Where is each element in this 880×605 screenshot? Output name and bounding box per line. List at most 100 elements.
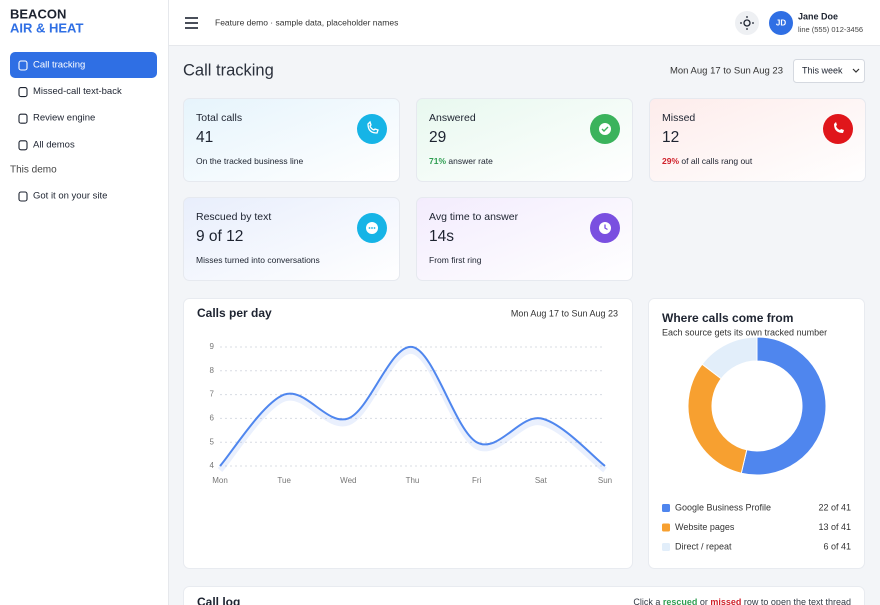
nav-item[interactable]: Got it on your site <box>18 191 107 202</box>
nav-label: Got it on your site <box>33 191 107 202</box>
icon-glyph <box>368 227 371 229</box>
x-tick-label: Fri <box>472 476 482 485</box>
donut-segment <box>740 336 827 476</box>
icon-glyph <box>371 227 373 229</box>
x-tick-label: Sun <box>598 476 612 485</box>
line-chart: 4 5 6 7 8 9 Mon Tue Wed Thu Fri Sat Sun <box>210 342 613 485</box>
stat-label: Answered <box>429 112 476 124</box>
avatar[interactable] <box>769 11 793 35</box>
line-shadow <box>217 348 607 473</box>
nav-label: All demos <box>33 139 75 150</box>
y-tick-label: 6 <box>210 414 215 423</box>
stat-value: 41 <box>196 129 213 146</box>
stat-note-text: of all calls rang out <box>681 156 753 166</box>
stats: Total calls 41 On the tracked business lin… <box>183 98 866 281</box>
avatar-initials: JD <box>776 19 786 28</box>
legend-value: 6 of 41 <box>823 541 851 551</box>
y-tick-label: 4 <box>210 461 215 470</box>
nav-label: Call tracking <box>33 60 85 71</box>
icon-glyph <box>834 122 844 133</box>
x-tick-label: Sat <box>535 476 548 485</box>
donut-chart: Google Business Profile 22 of 41 Website p… <box>662 336 851 551</box>
hint-part: row to open the text thread <box>741 597 851 605</box>
hint-part: missed <box>710 597 741 605</box>
x-tick-label: Tue <box>277 476 291 485</box>
legend-label: Direct / repeat <box>675 541 732 551</box>
nav-icon <box>18 60 28 71</box>
stat-note: 29% of all calls rang out <box>662 156 753 166</box>
line-subtitle: Mon Aug 17 to Sun Aug 23 <box>511 308 618 318</box>
nav-label: Review engine <box>33 113 95 124</box>
nav-icon <box>18 140 28 151</box>
stat-card: Missed 12 29% of all calls rang out <box>649 98 866 182</box>
stat-note-text: From first ring <box>429 255 482 265</box>
line-card <box>183 298 633 569</box>
stat-value: 14s <box>429 228 454 245</box>
page-range: Mon Aug 17 to Sun Aug 23 <box>670 66 783 77</box>
stat-value: 9 of 12 <box>196 228 243 245</box>
donut-segment <box>701 336 758 380</box>
nav-item[interactable]: All demos <box>18 139 75 151</box>
call-log-hint: Click a rescued or missed row to open th… <box>633 597 851 605</box>
stat-note-text: On the tracked business line <box>196 156 304 166</box>
nav-item[interactable]: Missed-call text-back <box>18 86 122 98</box>
x-tick-label: Mon <box>212 476 228 485</box>
icon-glyph <box>367 120 379 134</box>
nav-icon <box>18 191 28 202</box>
stat-card-bg <box>416 197 633 281</box>
stat-card: Total calls 41 On the tracked business lin… <box>183 98 400 182</box>
stat-card-bg <box>183 98 400 182</box>
theme-button[interactable] <box>735 11 759 35</box>
period-select[interactable]: This week <box>793 59 865 83</box>
stat-pct: 71% <box>429 156 446 166</box>
menu-button[interactable] <box>185 17 198 29</box>
page-title: Call tracking <box>183 61 274 79</box>
topbar-note: Feature demo · sample data, placeholder … <box>215 17 398 27</box>
legend-swatch <box>662 523 670 532</box>
y-tick-label: 5 <box>210 437 215 446</box>
stat-label: Missed <box>662 112 695 124</box>
nav-active <box>10 52 157 78</box>
stat-pct: 29% <box>662 156 679 166</box>
nav: Call tracking Missed-call text-back Review… <box>10 52 157 202</box>
stat-card: Avg time to answer 14s From first ring <box>416 197 633 281</box>
legend-swatch <box>662 543 670 551</box>
call-log-title: Call log <box>197 595 240 605</box>
stat-note-text: answer rate <box>448 156 493 166</box>
stat-label: Avg time to answer <box>429 211 519 223</box>
line-title: Calls per day <box>197 306 272 320</box>
x-tick-label: Wed <box>340 476 356 485</box>
icon-glyph <box>604 224 608 231</box>
nav-icon <box>18 87 28 98</box>
nav-icon <box>18 113 28 124</box>
brand: BEACON <box>10 6 66 21</box>
stat-card-bg <box>649 98 866 182</box>
stat-value: 29 <box>429 129 446 146</box>
donut-subtitle: Each source gets its own tracked number <box>662 327 827 337</box>
legend-label: Website pages <box>675 522 735 532</box>
legend-value: 13 of 41 <box>818 522 851 532</box>
legend-value: 22 of 41 <box>818 502 851 512</box>
legend-label: Google Business Profile <box>675 502 771 512</box>
stat-label: Rescued by text <box>196 211 271 223</box>
x-tick-label: Thu <box>406 476 420 485</box>
period-label: This week <box>802 65 843 75</box>
stat-card: Answered 29 71% answer rate <box>416 98 633 182</box>
hint-part: or <box>697 597 710 605</box>
nav-section: This demo <box>10 165 57 176</box>
sidebar <box>0 0 168 605</box>
y-tick-label: 7 <box>210 390 215 399</box>
user-name: Jane Doe <box>798 11 838 21</box>
stat-note: On the tracked business line <box>196 156 304 166</box>
y-tick-label: 9 <box>210 342 215 351</box>
nav-item[interactable]: Call tracking <box>10 52 157 78</box>
legend-swatch <box>662 504 670 512</box>
y-tick-label: 8 <box>210 366 215 375</box>
hint-part: rescued <box>663 597 698 605</box>
stat-value: 12 <box>662 129 679 146</box>
nav-item[interactable]: Review engine <box>18 113 95 124</box>
icon-glyph <box>599 123 611 135</box>
stat-label: Total calls <box>196 112 242 124</box>
